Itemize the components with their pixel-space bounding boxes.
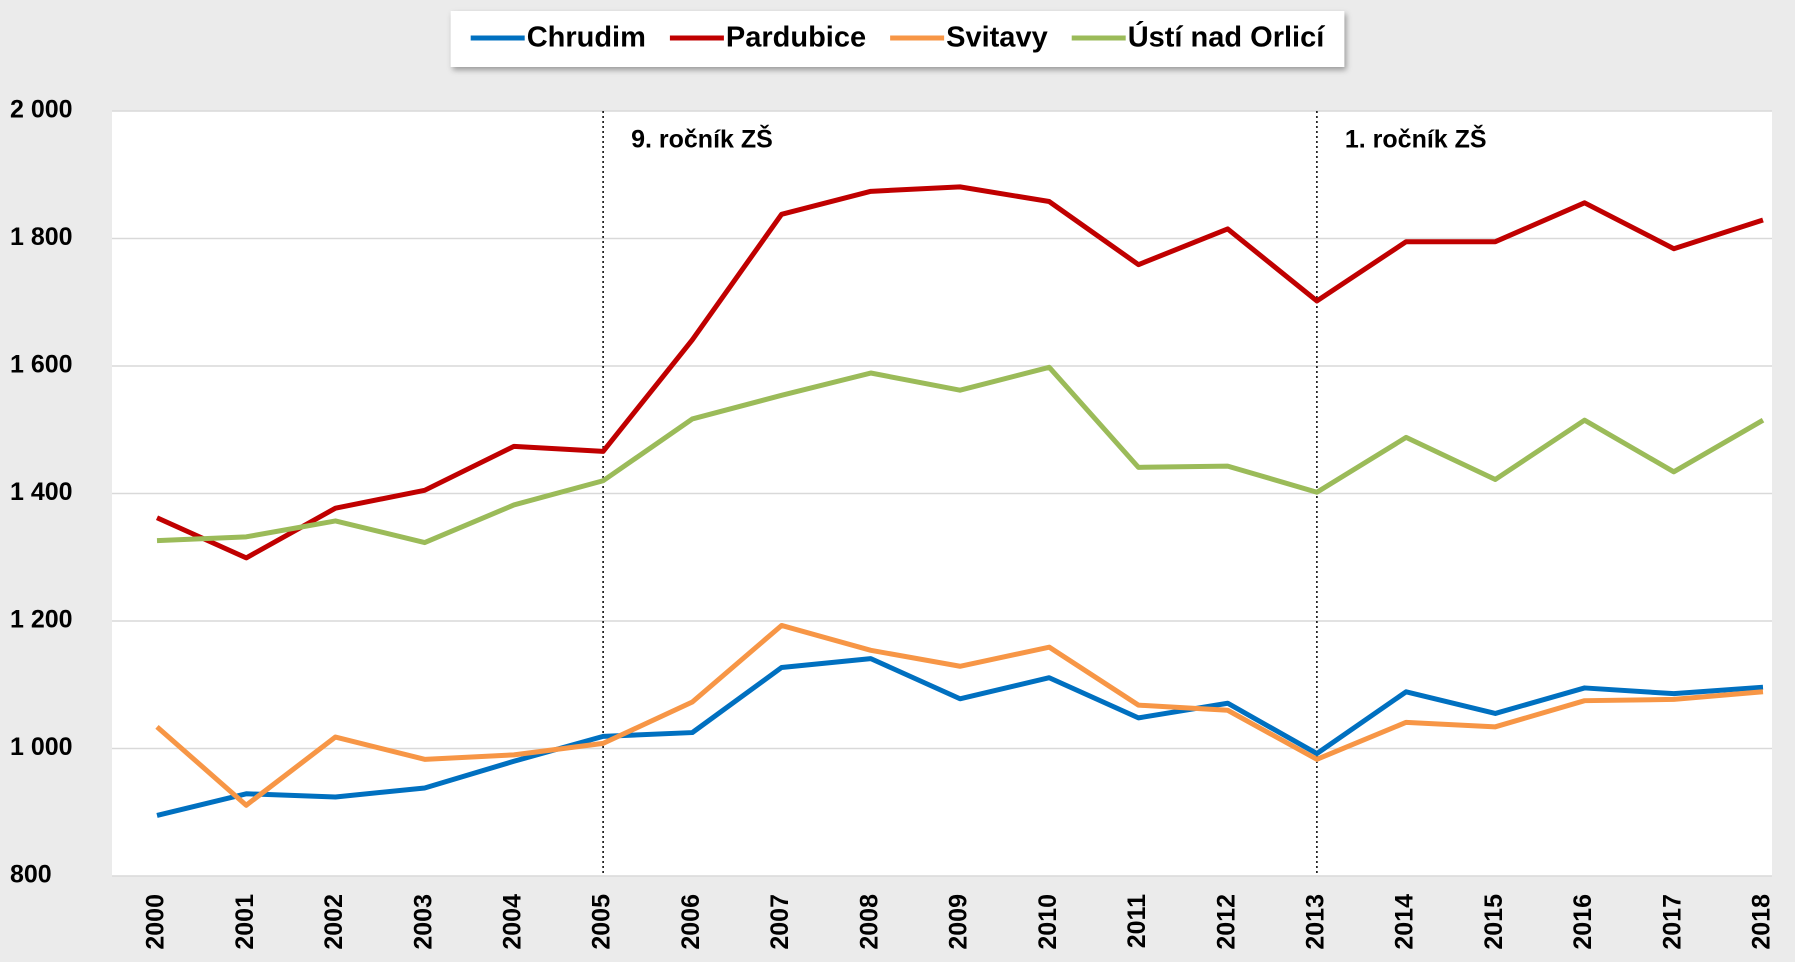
- x-tick-label: 2017: [1658, 894, 1686, 950]
- x-tick-label: 2001: [231, 894, 259, 950]
- series-line: [155, 184, 1764, 561]
- x-tick-label: 2009: [945, 894, 973, 950]
- x-tick-label: 2004: [498, 894, 526, 950]
- x-tick-label: 2010: [1034, 894, 1062, 950]
- y-tick-label: 1 600: [10, 351, 73, 379]
- y-tick-label: 1 400: [10, 478, 73, 506]
- x-tick-label: 2007: [766, 894, 794, 950]
- x-tick-label: 2005: [588, 894, 616, 950]
- y-tick-label: 1 800: [10, 223, 73, 251]
- legend-label: Svitavy: [946, 22, 1048, 54]
- x-tick-label: 2003: [409, 894, 437, 950]
- x-tick-label: 2013: [1301, 894, 1329, 950]
- legend-label: Pardubice: [726, 22, 866, 54]
- annotation-text: 9. ročník ZŠ: [631, 124, 773, 154]
- x-tick-label: 2018: [1748, 894, 1776, 950]
- y-tick-label: 1 000: [10, 733, 73, 761]
- annotation-text: 1. ročník ZŠ: [1345, 124, 1487, 154]
- y-tick-label: 800: [10, 861, 52, 889]
- x-tick-label: 2002: [320, 894, 348, 950]
- x-tick-label: 2012: [1212, 894, 1240, 950]
- legend: Chrudim Pardubice Svitavy Ústí nad Orlicí: [470, 20, 1326, 54]
- series-line: [155, 622, 1764, 808]
- x-tick-label: 2015: [1480, 894, 1508, 950]
- x-tick-label: 2011: [1123, 894, 1151, 948]
- x-tick-label: 2014: [1391, 894, 1419, 950]
- x-tick-label: 2008: [855, 894, 883, 950]
- legend-label: Ústí nad Orlicí: [1128, 20, 1326, 54]
- series-line: [156, 656, 1764, 818]
- x-tick-label: 2000: [142, 894, 170, 950]
- series-line: [156, 364, 1765, 546]
- y-tick-label: 1 200: [10, 606, 73, 634]
- y-tick-label: 2 000: [10, 96, 73, 124]
- legend-label: Chrudim: [527, 22, 646, 54]
- x-tick-label: 2006: [677, 894, 705, 950]
- x-tick-label: 2016: [1569, 894, 1597, 950]
